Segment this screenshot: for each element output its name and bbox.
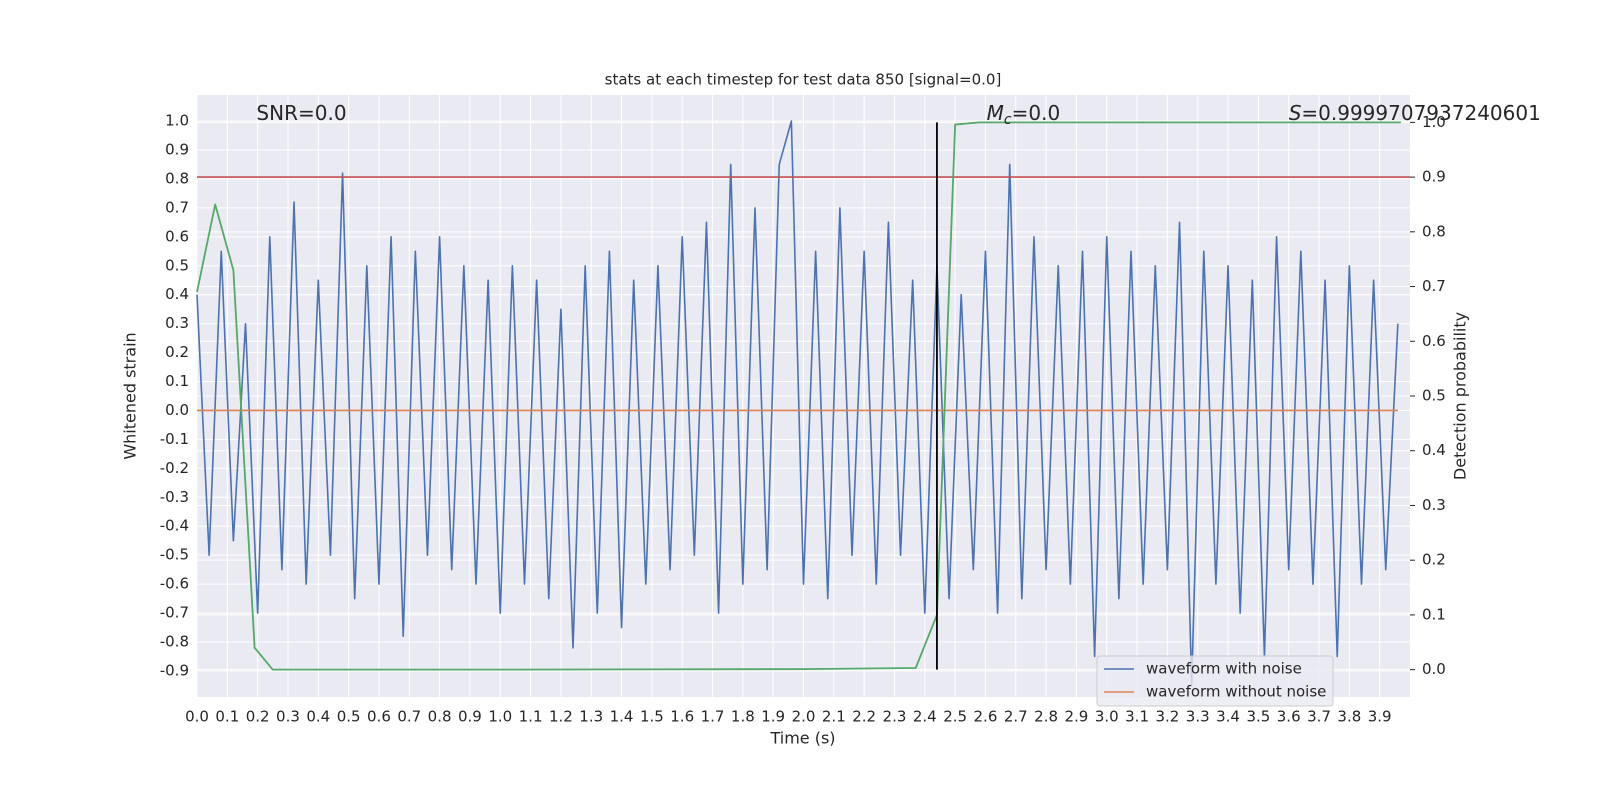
y-tick-label: -0.7 [160, 604, 189, 622]
detection-line [196, 121, 1401, 671]
x-tick-label: 2.9 [1064, 708, 1088, 726]
y-tick-label: -0.3 [160, 488, 189, 506]
annotation-subscript: c [1004, 112, 1012, 128]
x-tick-label: 0.5 [337, 708, 361, 726]
x-tick-label: 1.5 [640, 708, 664, 726]
y2-tick-label: 0.1 [1422, 605, 1446, 623]
legend-box [1096, 655, 1334, 707]
y-tick-label: -0.5 [160, 546, 189, 564]
x-tick-label: 2.1 [822, 708, 846, 726]
y-tick-label: -0.8 [160, 633, 189, 651]
annotation: Mc=0.0 [987, 101, 1061, 129]
x-tick-label: 0.1 [215, 708, 239, 726]
y2-tick-label: 0.0 [1422, 660, 1446, 678]
y2-tick-label: 1.0 [1422, 113, 1446, 131]
y-tick-label: 0.3 [165, 314, 189, 332]
x-tick-label: 0.3 [276, 708, 300, 726]
y2-tick-label: 0.6 [1422, 332, 1446, 350]
annotation-symbol: S [1289, 101, 1302, 125]
annotation-text: =0.9999707937240601 [1301, 101, 1540, 125]
x-tick-label: 1.8 [731, 708, 755, 726]
x-tick-label: 0.6 [367, 708, 391, 726]
x-tick-label: 2.3 [883, 708, 907, 726]
y-tick-label: 0.1 [165, 372, 189, 390]
x-tick-label: 2.5 [943, 708, 967, 726]
y-tick-label: 0.0 [165, 401, 189, 419]
x-tick-label: 2.2 [852, 708, 876, 726]
x-tick-label: 1.7 [701, 708, 725, 726]
x-tick-label: 0.0 [185, 708, 209, 726]
annotation: SNR=0.0 [256, 101, 346, 125]
x-tick-label: 3.3 [1186, 708, 1210, 726]
y-tick-label: -0.1 [160, 430, 189, 448]
annotation-text: SNR=0.0 [256, 101, 346, 125]
annotation-text: =0.0 [1012, 101, 1061, 125]
x-tick-label: 3.8 [1337, 708, 1361, 726]
x-tick-label: 1.4 [610, 708, 634, 726]
legend-label: waveform with noise [1146, 660, 1302, 678]
y-tick-label: 0.9 [165, 140, 189, 158]
y-tick-label: -0.2 [160, 459, 189, 477]
y2-tick-label: 0.2 [1422, 551, 1446, 569]
x-tick-label: 3.0 [1095, 708, 1119, 726]
y-tick-label: 0.5 [165, 256, 189, 274]
y2-tick-label: 0.3 [1422, 496, 1446, 514]
y2-tick-label: 0.7 [1422, 277, 1446, 295]
y-tick-label: 1.0 [165, 112, 189, 130]
x-tick-label: 1.2 [549, 708, 573, 726]
x-tick-label: 1.0 [488, 708, 512, 726]
y-tick-label: 0.8 [165, 169, 189, 187]
y-tick-label: -0.6 [160, 575, 189, 593]
x-tick-label: 3.5 [1246, 708, 1270, 726]
x-tick-label: 2.8 [1034, 708, 1058, 726]
y-tick-label: -0.9 [160, 661, 189, 679]
y2-tick-label: 0.4 [1422, 441, 1446, 459]
x-tick-label: 1.1 [519, 708, 543, 726]
y-tick-label: 0.7 [165, 198, 189, 216]
legend-label: waveform without noise [1146, 683, 1326, 701]
x-tick-label: 1.3 [579, 708, 603, 726]
x-tick-label: 1.6 [670, 708, 694, 726]
x-tick-label: 3.4 [1216, 708, 1240, 726]
x-tick-label: 3.1 [1125, 708, 1149, 726]
x-tick-label: 2.0 [792, 708, 816, 726]
x-tick-label: 2.7 [1004, 708, 1028, 726]
chart-title: stats at each timestep for test data 850… [605, 71, 1002, 89]
marks [196, 120, 1410, 687]
x-tick-label: 0.9 [458, 708, 482, 726]
x-tick-label: 0.4 [306, 708, 330, 726]
labels: 0.0 0.1 0.2 0.3 0.4 0.5 0.6 0.7 0.8 0.9 1.0 1.1 1.2 1… [160, 101, 1541, 726]
x-tick-label: 3.7 [1307, 708, 1331, 726]
annotation: S=0.9999707937240601 [1289, 101, 1541, 125]
y-tick-label: -0.4 [160, 517, 189, 535]
y2-axis-label: Detection probability [1451, 312, 1470, 480]
x-tick-label: 0.7 [397, 708, 421, 726]
x-tick-label: 2.4 [913, 708, 937, 726]
y-axis-label: Whitened strain [121, 332, 140, 459]
x-tick-label: 1.9 [761, 708, 785, 726]
x-tick-label: 3.9 [1368, 708, 1392, 726]
series-line [196, 120, 1399, 687]
x-tick-label: 3.6 [1277, 708, 1301, 726]
x-tick-label: 2.6 [974, 708, 998, 726]
y-tick-label: 0.2 [165, 343, 189, 361]
y2-tick-label: 0.9 [1422, 168, 1446, 186]
legend: waveform with noise waveform without nois… [1096, 655, 1334, 707]
y-tick-label: 0.4 [165, 285, 189, 303]
grid [196, 95, 1410, 697]
x-tick-label: 0.2 [246, 708, 270, 726]
x-tick-label: 3.2 [1155, 708, 1179, 726]
x-tick-label: 0.8 [428, 708, 452, 726]
y2-tick-label: 0.5 [1422, 387, 1446, 405]
y2-tick-label: 0.8 [1422, 222, 1446, 240]
annotation-symbol: M [987, 101, 1004, 125]
y-tick-label: 0.6 [165, 227, 189, 245]
x-axis-label: Time (s) [769, 729, 835, 748]
